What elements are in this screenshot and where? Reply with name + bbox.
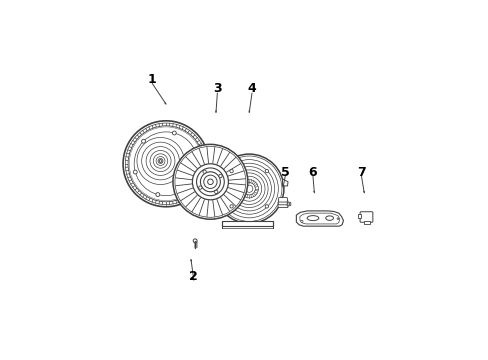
Circle shape [230, 170, 267, 208]
Circle shape [224, 163, 274, 214]
Ellipse shape [325, 216, 333, 220]
Polygon shape [282, 186, 284, 187]
Circle shape [236, 176, 261, 201]
Circle shape [300, 220, 303, 222]
Circle shape [156, 157, 164, 166]
Circle shape [150, 150, 171, 172]
Text: 1: 1 [147, 73, 156, 86]
Circle shape [142, 139, 145, 143]
Text: 6: 6 [308, 166, 317, 179]
Text: 7: 7 [356, 166, 365, 179]
Polygon shape [313, 191, 314, 193]
Polygon shape [357, 214, 360, 218]
Circle shape [214, 154, 284, 223]
Circle shape [245, 185, 252, 192]
Circle shape [192, 164, 228, 200]
Polygon shape [164, 103, 166, 104]
Circle shape [123, 121, 208, 207]
Circle shape [173, 144, 247, 219]
FancyBboxPatch shape [278, 202, 287, 208]
FancyBboxPatch shape [278, 198, 287, 202]
Circle shape [198, 186, 202, 189]
Polygon shape [282, 179, 287, 186]
Circle shape [336, 218, 338, 220]
Polygon shape [248, 111, 249, 112]
Circle shape [128, 126, 203, 202]
Circle shape [264, 205, 268, 208]
Text: 2: 2 [189, 270, 198, 283]
Circle shape [207, 179, 213, 185]
Polygon shape [363, 221, 369, 224]
Ellipse shape [306, 216, 318, 221]
Circle shape [216, 156, 282, 221]
Circle shape [125, 123, 206, 204]
Circle shape [214, 190, 218, 194]
Polygon shape [296, 211, 343, 226]
Circle shape [264, 170, 268, 173]
Circle shape [159, 159, 162, 162]
Polygon shape [221, 221, 272, 226]
Circle shape [203, 175, 217, 188]
Circle shape [186, 184, 190, 188]
Circle shape [219, 174, 222, 177]
Polygon shape [299, 213, 339, 224]
Circle shape [133, 170, 137, 174]
Circle shape [226, 167, 271, 211]
Circle shape [229, 205, 233, 208]
Circle shape [200, 172, 220, 192]
Circle shape [156, 193, 160, 197]
FancyBboxPatch shape [359, 212, 372, 222]
Circle shape [137, 138, 183, 185]
Circle shape [203, 170, 206, 174]
Circle shape [220, 159, 278, 218]
Circle shape [146, 147, 175, 175]
Circle shape [243, 183, 255, 195]
Circle shape [175, 146, 245, 217]
FancyBboxPatch shape [278, 200, 287, 205]
Circle shape [129, 127, 203, 201]
Circle shape [196, 168, 224, 196]
Circle shape [158, 158, 163, 163]
Text: 5: 5 [280, 166, 289, 179]
Text: 3: 3 [213, 82, 221, 95]
Text: 4: 4 [247, 82, 256, 95]
Circle shape [134, 132, 198, 196]
Circle shape [229, 170, 233, 173]
Circle shape [287, 203, 289, 205]
Polygon shape [286, 202, 290, 206]
Circle shape [195, 154, 199, 157]
Polygon shape [363, 191, 364, 193]
Circle shape [233, 173, 264, 204]
Circle shape [153, 154, 167, 168]
Circle shape [172, 131, 176, 135]
Polygon shape [190, 260, 191, 261]
Circle shape [193, 239, 197, 243]
Polygon shape [215, 111, 216, 112]
Circle shape [240, 180, 258, 198]
Circle shape [142, 142, 179, 180]
